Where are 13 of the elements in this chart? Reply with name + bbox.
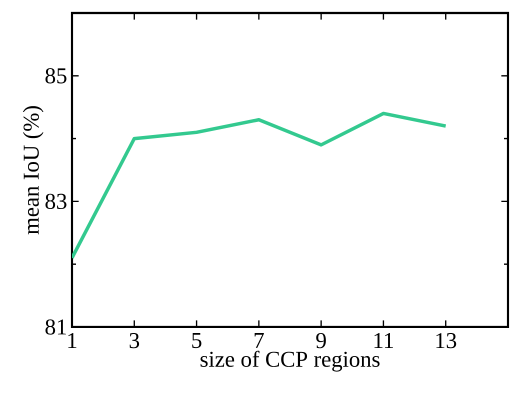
x-tick-label: 7 — [254, 333, 264, 348]
x-tick-label: 3 — [130, 333, 140, 348]
x-tick-label: 11 — [374, 333, 393, 348]
x-tick-label: 13 — [436, 333, 456, 348]
y-tick-label: 83 — [45, 194, 66, 210]
x-axis-title: size of CCP regions — [200, 350, 380, 372]
x-tick-label: 1 — [68, 333, 76, 348]
y-axis-title: mean IoU (%) — [22, 106, 44, 234]
x-tick-label: 5 — [192, 333, 202, 348]
x-tick-label: 9 — [316, 333, 326, 348]
y-tick-label: 85 — [45, 68, 66, 84]
y-tick-label: 81 — [45, 319, 66, 335]
line-series — [72, 112, 448, 260]
